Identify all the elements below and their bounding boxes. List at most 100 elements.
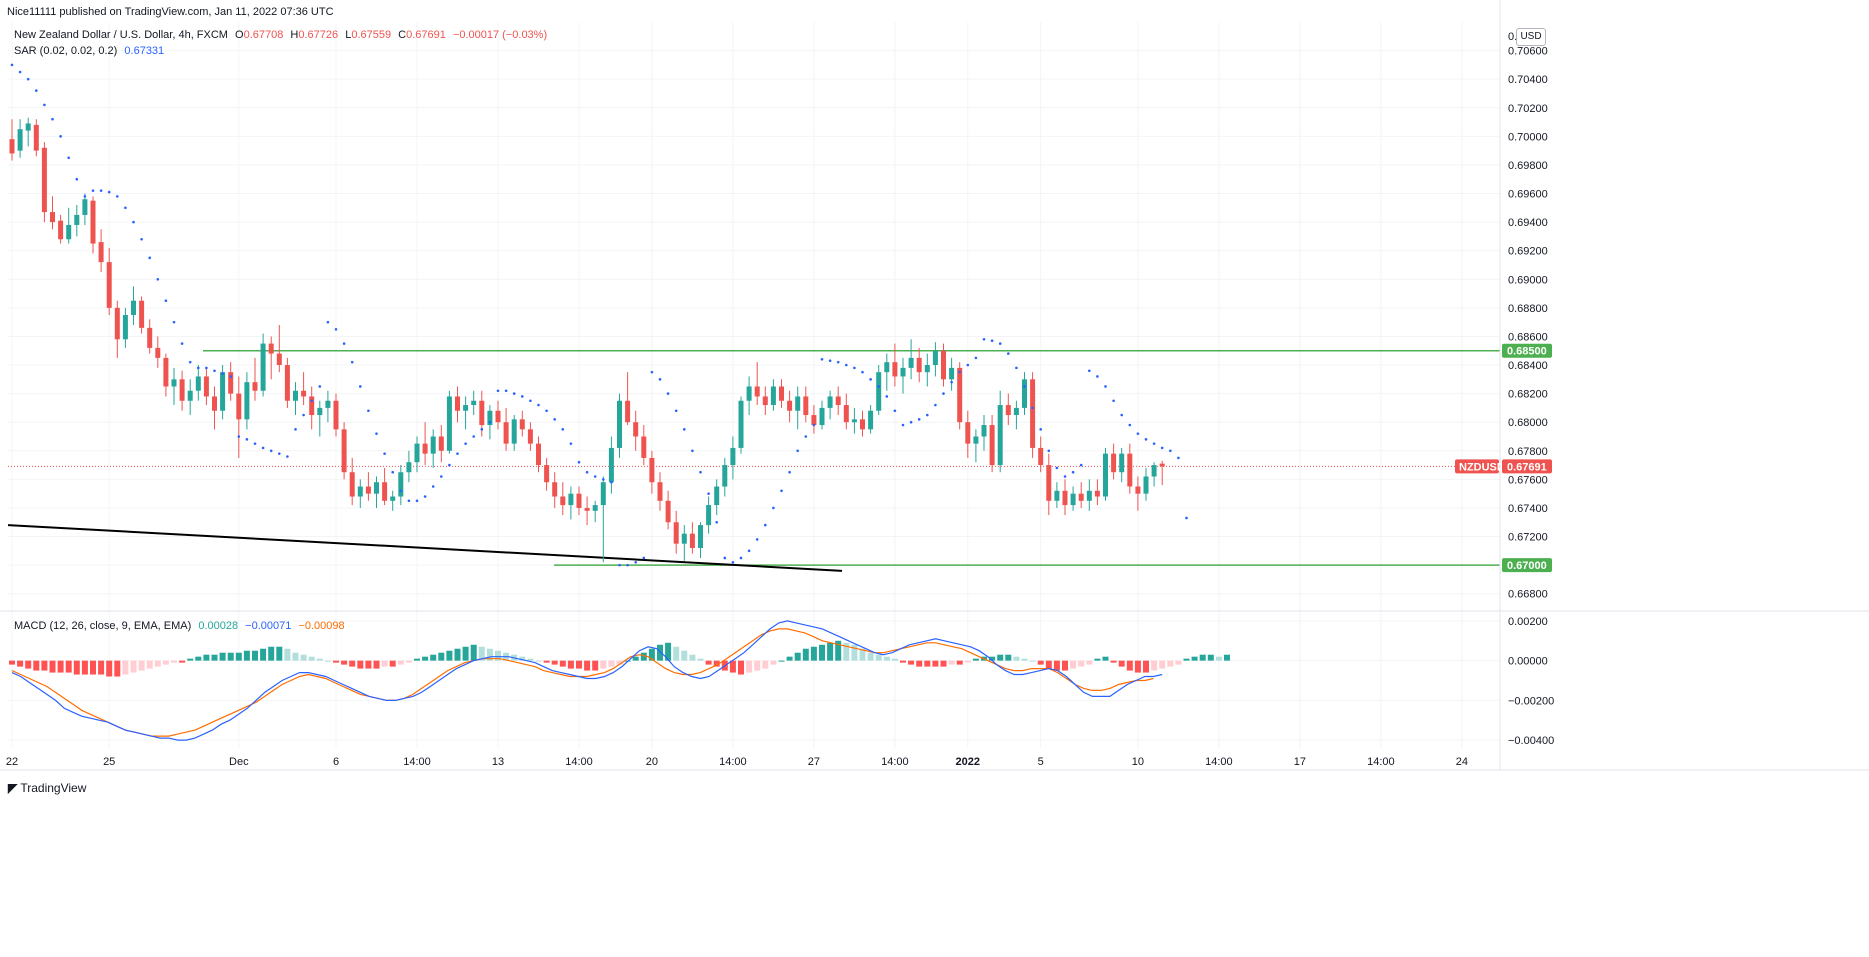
sar-dot	[310, 399, 314, 403]
candle-body	[649, 457, 655, 483]
macd-hist-bar	[276, 646, 283, 661]
candle-body	[284, 365, 290, 401]
macd-hist-bar	[284, 648, 291, 661]
sar-dot	[359, 385, 362, 388]
macd-hist-bar	[1134, 660, 1141, 673]
sar-dot	[966, 363, 970, 367]
macd-hist-bar	[146, 660, 153, 669]
level-badge	[1502, 558, 1552, 573]
macd-hist-bar	[365, 660, 372, 669]
candle-body	[236, 393, 242, 420]
sar-dot	[1055, 466, 1059, 470]
macd-hist-bar	[584, 660, 591, 671]
sar-dot	[464, 442, 467, 445]
sar-dot	[828, 359, 832, 363]
candle-body	[406, 462, 412, 473]
sar-dot	[67, 156, 70, 160]
candle-body	[1046, 465, 1052, 501]
sar-dot	[764, 523, 767, 527]
sar-dot	[634, 560, 637, 564]
candle-body	[147, 327, 153, 348]
sar-dot	[18, 70, 22, 74]
macd-hist-bar	[114, 660, 121, 677]
macd-hist-bar	[171, 660, 177, 663]
sar-dot	[658, 378, 662, 381]
low-label: L	[345, 29, 352, 41]
candle-body	[90, 200, 96, 244]
candle-body	[106, 262, 112, 308]
candle-body	[868, 410, 874, 430]
macd-hist-bar	[1191, 656, 1198, 661]
sar-dot	[415, 499, 419, 503]
time-tick-label: 5	[1038, 756, 1044, 768]
tradingview-logo[interactable]: ◤ TradingView	[8, 781, 86, 795]
sar-dot	[537, 403, 540, 407]
macd-hist-bar	[916, 660, 923, 667]
candle-body	[33, 124, 39, 151]
macd-hist-bar	[729, 660, 736, 673]
macd-hist-bar	[851, 644, 858, 661]
macd-hist-bar	[640, 652, 647, 661]
candle-body	[1159, 463, 1165, 467]
candle-body	[374, 482, 379, 494]
sar-dot	[1047, 449, 1051, 453]
sar-dot	[197, 366, 200, 370]
sar-dot	[990, 339, 994, 343]
macd-tick-label: 0.00000	[1508, 656, 1548, 668]
macd-hist-bar	[900, 660, 906, 663]
sar-dot	[440, 475, 443, 478]
candle-body	[584, 507, 590, 511]
macd-hist-bar	[1029, 660, 1036, 662]
macd-hist-bar	[754, 660, 761, 671]
sar-dot	[577, 460, 581, 464]
macd-hist-bar	[486, 648, 493, 661]
sar-dot	[164, 299, 168, 303]
macd-hist-bar	[1143, 660, 1149, 673]
sar-dot	[747, 549, 751, 553]
currency-button[interactable]: USD	[1516, 28, 1546, 46]
macd-hist-bar	[1118, 660, 1125, 667]
sar-dot	[342, 342, 346, 345]
candle-body	[495, 410, 501, 423]
candle-body	[349, 472, 355, 497]
candle-body	[317, 407, 323, 416]
candle-body	[884, 362, 890, 373]
grid-layer	[8, 22, 1500, 748]
macd-hist-bar	[681, 650, 688, 661]
macd-hist-bar	[746, 660, 753, 673]
macd-hist-bar	[1062, 660, 1068, 671]
sar-dot	[294, 428, 297, 431]
candle-body	[1135, 486, 1141, 494]
sar-legend: SAR (0.02, 0.02, 0.2) 0.67331	[14, 45, 168, 57]
sar-dot	[715, 520, 718, 524]
macd-line-value: −0.00071	[245, 620, 292, 632]
macd-hist-bar	[292, 652, 299, 661]
sar-dot	[545, 409, 548, 413]
candle-body	[932, 350, 938, 366]
macd-hist-bar	[138, 660, 145, 671]
sar-dot	[861, 370, 864, 374]
candle-body	[698, 525, 703, 548]
candle-body	[139, 300, 145, 328]
candle-body	[268, 343, 274, 354]
sar-dot	[350, 360, 354, 364]
candle-body	[568, 493, 574, 506]
macd-hist-bar	[1215, 656, 1222, 661]
macd-hist-bar	[794, 652, 801, 661]
high-value: 0.67726	[298, 29, 339, 41]
close-label: C	[398, 29, 407, 41]
candle-body	[25, 123, 31, 131]
candle-body	[1119, 453, 1125, 473]
candle-body	[446, 396, 452, 451]
sar-dot	[974, 356, 978, 360]
candle-body	[1086, 490, 1092, 501]
sar-dot	[893, 409, 897, 413]
macd-hist-bar	[1175, 660, 1182, 665]
sar-dot	[326, 320, 330, 324]
symbol-badge	[1455, 459, 1499, 474]
macd-hist-bar	[1094, 658, 1101, 661]
candle-body	[9, 139, 15, 154]
sar-dot	[521, 395, 524, 398]
candle-body	[730, 447, 736, 466]
candle-body	[252, 382, 258, 391]
